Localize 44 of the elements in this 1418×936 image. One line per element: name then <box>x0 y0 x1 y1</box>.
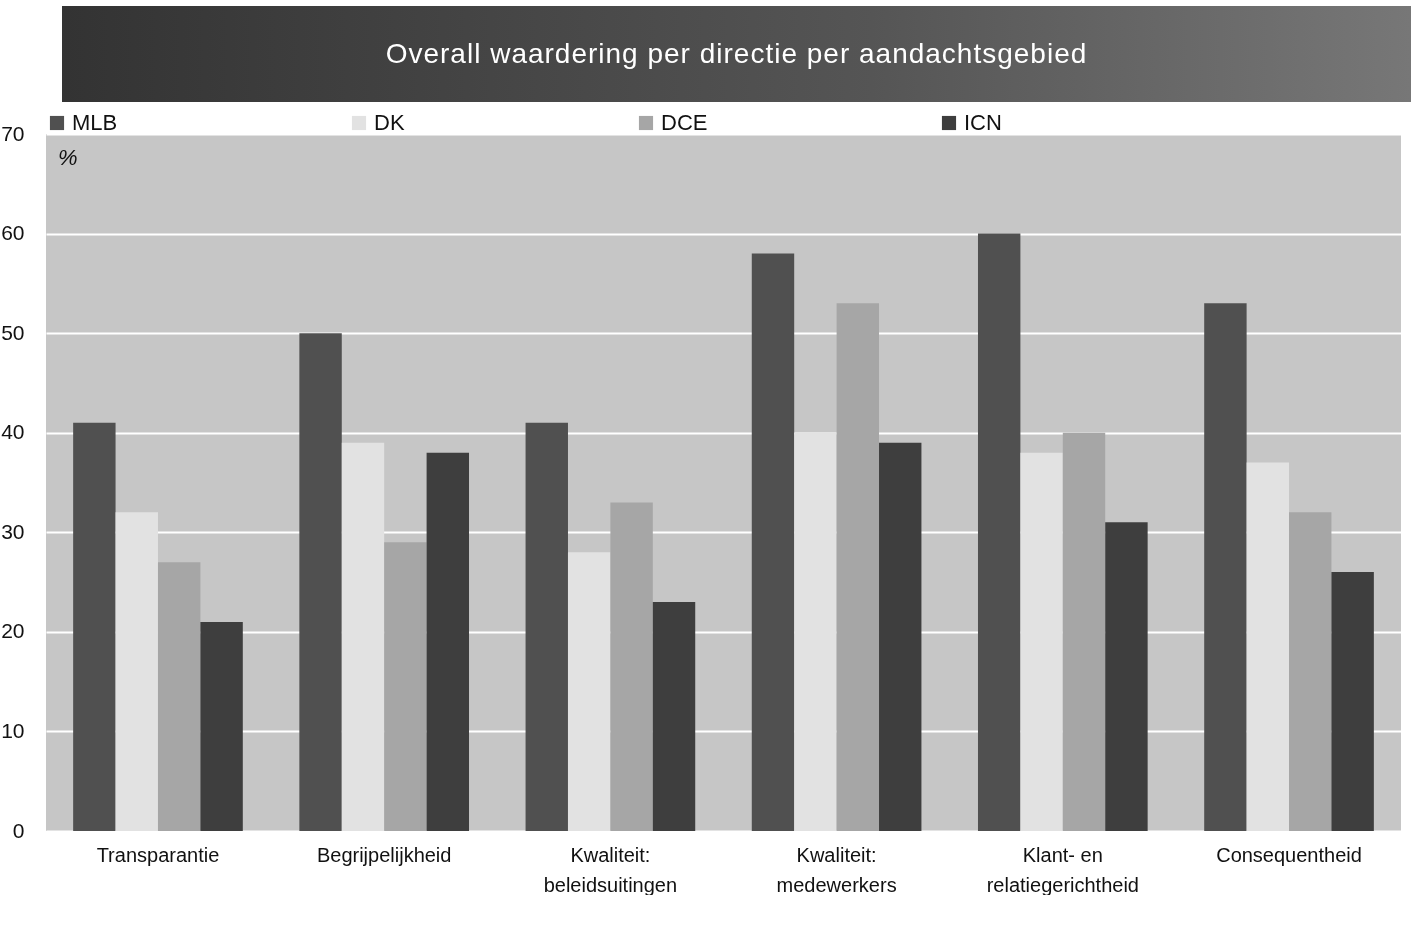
bar <box>879 442 922 831</box>
bar <box>157 562 201 831</box>
x-tick-label: Transparantie <box>96 843 220 866</box>
bar <box>341 442 385 831</box>
y-tick-label: 60 <box>1 221 25 245</box>
x-tick-label: Klant- en relatiegerichtheid <box>986 843 1139 896</box>
y-tick-label: 10 <box>1 718 25 742</box>
x-tick-label: Consequentheid <box>1216 843 1362 866</box>
chart-title: Overall waardering per directie per aandachtsgebied <box>62 6 1411 102</box>
bar <box>652 601 696 831</box>
bar <box>794 432 837 831</box>
bar <box>1062 432 1106 831</box>
bar <box>1289 512 1332 831</box>
bar <box>525 422 568 831</box>
legend-label: DCE <box>661 110 708 135</box>
bar <box>200 621 243 831</box>
y-tick-label: 70 <box>1 121 25 145</box>
legend-label: DK <box>374 110 405 135</box>
bar <box>1020 452 1063 831</box>
bar <box>836 303 880 831</box>
bar <box>1204 303 1247 831</box>
y-tick-label: 0 <box>12 818 25 842</box>
bar <box>384 542 427 831</box>
bar <box>1105 522 1148 831</box>
bar <box>977 233 1021 831</box>
y-tick-label: 50 <box>1 320 25 344</box>
bar <box>567 552 611 831</box>
bar <box>751 253 795 831</box>
bar <box>610 502 653 831</box>
y-tick-label: 30 <box>1 519 25 543</box>
x-tick-label: Kwaliteit: beleidsuitingen <box>543 843 678 896</box>
legend-label: ICN <box>964 110 1002 135</box>
annotation: % <box>58 145 78 170</box>
bar <box>1246 462 1290 831</box>
bar <box>299 333 342 831</box>
legend-label: MLB <box>72 110 118 135</box>
x-tick-label: Begrijpelijkheid <box>316 843 452 866</box>
bar <box>115 512 158 831</box>
y-tick-label: 20 <box>1 619 25 643</box>
bar <box>1331 572 1374 831</box>
x-tick-label: Kwaliteit: medewerkers <box>776 843 897 896</box>
bar <box>73 422 116 831</box>
bar <box>426 452 470 831</box>
y-tick-label: 40 <box>1 420 25 444</box>
